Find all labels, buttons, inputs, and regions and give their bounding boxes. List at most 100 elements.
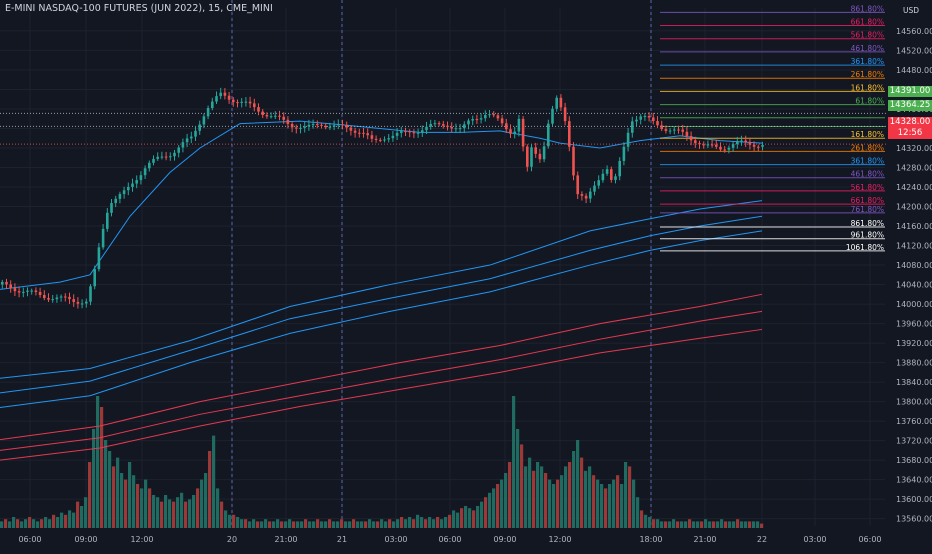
volume-bar <box>552 484 556 528</box>
volume-bar <box>272 521 276 528</box>
volume-bar <box>292 521 296 528</box>
volume-bar <box>604 488 608 528</box>
candle-body <box>131 183 134 187</box>
candle-body <box>257 107 260 112</box>
candle-body <box>488 114 491 116</box>
volume-bar <box>184 501 188 528</box>
candle-body <box>106 212 109 229</box>
volume-bar <box>444 517 448 528</box>
volume-bar <box>268 521 272 528</box>
candle-body <box>731 144 735 148</box>
candle-body <box>114 198 117 204</box>
candle-body <box>408 131 411 133</box>
volume-bar <box>420 517 424 528</box>
candle-body <box>622 146 626 161</box>
candle-body <box>694 140 697 144</box>
volume-bar <box>152 495 156 528</box>
volume-bar <box>408 517 412 528</box>
candle-body <box>223 92 227 96</box>
candle-body <box>278 115 281 117</box>
candle-body <box>757 146 760 148</box>
y-tick-label: 14240.00 <box>896 183 932 192</box>
x-tick-label: 22 <box>757 535 767 544</box>
volume-bar <box>476 506 480 528</box>
volume-bar <box>256 521 260 528</box>
bar-countdown: 12:56 <box>897 128 923 138</box>
candle-body <box>198 124 201 131</box>
volume-bar <box>316 519 320 528</box>
candle-body <box>169 156 172 158</box>
price-badge-mid: 14364.25 <box>888 100 932 111</box>
candle-body <box>101 228 105 248</box>
y-tick-label: 14280.00 <box>896 163 932 172</box>
candle-body <box>383 139 386 141</box>
candle-body <box>626 132 630 147</box>
candle-body <box>320 124 323 126</box>
candle-body <box>17 291 21 293</box>
volume-bar <box>284 521 288 528</box>
candle-body <box>589 191 592 199</box>
chart-title: E-MINI NASDAQ-100 FUTURES (JUN 2022), 15… <box>5 3 273 14</box>
candle-body <box>299 127 302 129</box>
volume-bar <box>376 521 380 528</box>
volume-bar <box>584 470 588 528</box>
candle-body <box>635 119 638 122</box>
fib-level-label: 561.80% <box>851 183 884 192</box>
candle-body <box>458 128 462 130</box>
candle-body <box>34 290 38 292</box>
candle-body <box>580 194 584 196</box>
y-tick-label: 13800.00 <box>896 398 932 407</box>
candle-body <box>442 124 445 126</box>
fib-level-label: 161.80% <box>851 83 884 92</box>
volume-bar <box>168 499 172 528</box>
candle-body <box>118 194 122 199</box>
x-tick-label: 09:00 <box>74 535 97 544</box>
volume-bar <box>388 519 392 528</box>
x-tick-label: 20 <box>227 535 237 544</box>
candle-body <box>710 144 714 146</box>
candle-body <box>584 195 588 199</box>
candle-body <box>55 297 59 300</box>
candle-body <box>5 281 8 285</box>
candle-body <box>328 126 332 128</box>
candle-body <box>429 123 432 127</box>
candle-body <box>496 115 500 119</box>
candle-body <box>190 136 193 139</box>
volume-bar <box>416 514 420 528</box>
candle-body <box>127 186 130 191</box>
volume-bar <box>312 521 316 528</box>
candle-body <box>652 117 655 122</box>
volume-bar <box>220 501 224 528</box>
volume-bar <box>596 479 600 528</box>
volume-bar <box>348 521 352 528</box>
candle-body <box>639 116 642 120</box>
candle-body <box>744 140 747 143</box>
x-tick-label: 06:00 <box>858 535 881 544</box>
candle-body <box>30 290 33 292</box>
candle-body <box>706 144 710 146</box>
volume-bar <box>660 521 664 528</box>
candle-body <box>433 123 437 125</box>
volume-bar <box>424 519 428 528</box>
volume-bar <box>48 519 52 528</box>
fib-level-label: 1061.80% <box>846 243 884 252</box>
volume-bar <box>512 396 516 528</box>
candle-body <box>85 301 88 304</box>
candle-body <box>395 132 399 136</box>
volume-bar <box>124 479 128 528</box>
volume-bar <box>96 396 100 528</box>
candle-body <box>471 119 474 121</box>
volume-bar <box>372 521 376 528</box>
candle-body <box>416 132 420 134</box>
candle-body <box>185 138 189 143</box>
candle-body <box>362 132 365 134</box>
y-tick-label: 14120.00 <box>896 242 932 251</box>
candle-body <box>194 130 197 137</box>
candle-body <box>219 92 222 97</box>
volume-bar <box>620 484 624 528</box>
candle-body <box>572 146 575 176</box>
volume-bar <box>144 479 148 528</box>
volume-bar <box>576 440 580 528</box>
